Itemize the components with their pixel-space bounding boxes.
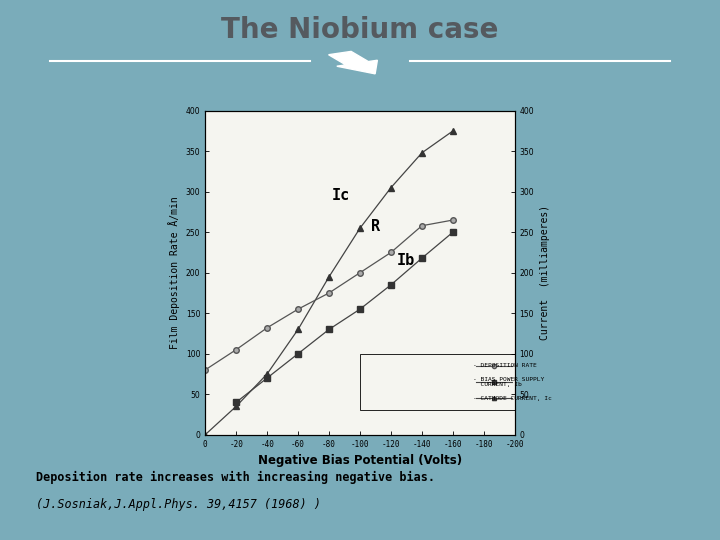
FancyArrow shape bbox=[328, 51, 377, 74]
Text: Deposition rate increases with increasing negative bias.: Deposition rate increases with increasin… bbox=[36, 471, 435, 484]
X-axis label: Negative Bias Potential (Volts): Negative Bias Potential (Volts) bbox=[258, 454, 462, 467]
Y-axis label: Film Deposition Rate Å/min: Film Deposition Rate Å/min bbox=[168, 197, 180, 349]
Y-axis label: Current  (milliamperes): Current (milliamperes) bbox=[540, 205, 550, 340]
Text: - DEPOSITION RATE: - DEPOSITION RATE bbox=[473, 363, 536, 368]
Text: The Niobium case: The Niobium case bbox=[221, 16, 499, 44]
Text: - BIAS POWER SUPPLY
  CURRENT, Ib: - BIAS POWER SUPPLY CURRENT, Ib bbox=[473, 377, 544, 388]
Text: Ic: Ic bbox=[332, 188, 351, 203]
Text: (J.Sosniak,J.Appl.Phys. 39,4157 (1968) ): (J.Sosniak,J.Appl.Phys. 39,4157 (1968) ) bbox=[36, 498, 321, 511]
Text: - CATHODE CURRENT, Ic: - CATHODE CURRENT, Ic bbox=[473, 396, 552, 401]
Bar bbox=[360, 354, 515, 410]
Text: Ib: Ib bbox=[397, 253, 415, 268]
Text: R: R bbox=[371, 219, 380, 234]
